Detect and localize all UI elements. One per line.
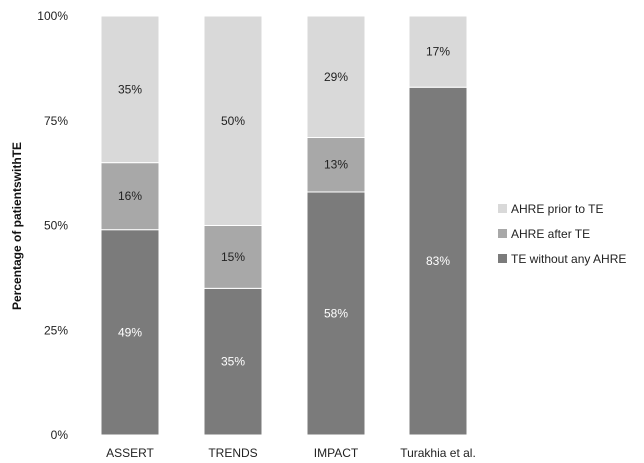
y-tick-label: 75% bbox=[44, 114, 68, 128]
bar-segment bbox=[306, 137, 366, 193]
legend-swatch bbox=[498, 229, 507, 238]
data-label: 58% bbox=[324, 306, 348, 320]
data-label: 83% bbox=[426, 254, 450, 268]
bar-segment bbox=[100, 229, 160, 436]
legend-label: TE without any AHRE bbox=[511, 252, 626, 266]
data-label: 35% bbox=[118, 82, 142, 96]
y-tick-label: 25% bbox=[44, 323, 68, 337]
legend-swatch bbox=[498, 204, 507, 213]
legend: AHRE prior to TE AHRE after TE TE without … bbox=[498, 202, 626, 266]
y-tick-label: 0% bbox=[51, 428, 69, 442]
category-label: Turakhia et al. bbox=[400, 446, 476, 460]
legend-label: AHRE after TE bbox=[511, 227, 590, 241]
bar-segment bbox=[203, 287, 263, 436]
data-label: 29% bbox=[324, 70, 348, 84]
legend-label: AHRE prior to TE bbox=[511, 202, 603, 216]
data-label: 50% bbox=[221, 114, 245, 128]
data-label: 15% bbox=[221, 250, 245, 264]
bar-segment bbox=[408, 15, 468, 88]
bar-segment bbox=[408, 86, 468, 436]
y-axis-ticks: 0% 25% 50% 75% 100% bbox=[37, 9, 68, 442]
legend-swatch bbox=[498, 254, 507, 263]
category-label: ASSERT bbox=[106, 446, 154, 460]
category-label: IMPACT bbox=[314, 446, 359, 460]
bar-segment bbox=[306, 191, 366, 436]
y-axis-title: Percentage of patientswithTE bbox=[10, 142, 24, 310]
data-label: 35% bbox=[221, 355, 245, 369]
category-label: TRENDS bbox=[208, 446, 257, 460]
bar-segment bbox=[306, 15, 366, 139]
data-label: 17% bbox=[426, 45, 450, 59]
bar-segment bbox=[203, 225, 263, 289]
data-label: 49% bbox=[118, 325, 142, 339]
bar-segment bbox=[203, 15, 263, 226]
y-tick-label: 100% bbox=[37, 9, 68, 23]
bar-segment bbox=[100, 15, 160, 164]
y-tick-label: 50% bbox=[44, 219, 68, 233]
bars: 49% 16% 35% 35% 15% 50% 58% 13% 29% 83% 17% bbox=[100, 15, 468, 436]
data-label: 13% bbox=[324, 158, 348, 172]
bar-segment bbox=[100, 162, 160, 231]
category-labels: ASSERT TRENDS IMPACT Turakhia et al. bbox=[106, 446, 476, 460]
data-label: 16% bbox=[118, 189, 142, 203]
